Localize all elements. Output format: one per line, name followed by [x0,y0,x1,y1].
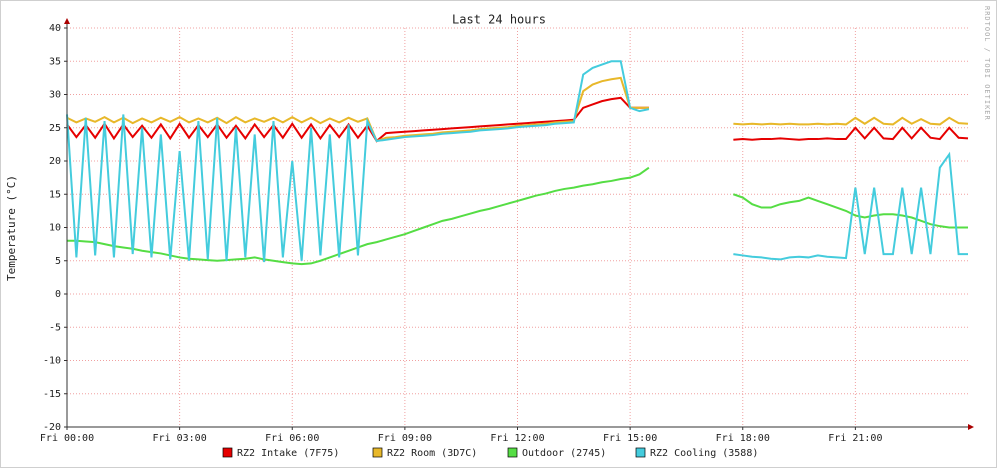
legend: RZ2 Intake (7F75) RZ2 Room (3D7C) Outdoor … [222,447,758,459]
legend-label: RZ2 Intake (7F75) [237,448,339,459]
series-line [66,60,968,263]
series-line [66,96,969,143]
y-tick-label: -10 [43,356,61,367]
x-tick-label: Fri 00:00 [40,433,94,444]
y-tick-label: 20 [49,156,61,167]
legend-swatch [372,447,383,458]
x-tick-label: Fri 21:00 [828,433,882,444]
plot-lines [66,60,969,266]
y-tick-label: 15 [49,189,61,200]
y-axis-arrow [64,18,70,24]
y-tick-label: 10 [49,223,61,234]
y-tick-label: 0 [55,289,61,300]
chart-title: Last 24 hours [452,13,546,27]
y-tick-label: 35 [49,56,61,67]
x-tick-label: Fri 03:00 [153,433,207,444]
x-axis-arrow [968,424,974,430]
y-tick-label: 25 [49,123,61,134]
y-tick-label: -15 [43,389,61,400]
watermark: RRDTOOL / TOBI OETIKER [983,6,991,121]
y-tick-label: 40 [49,23,61,34]
legend-label: Outdoor (2745) [522,448,606,459]
axes [64,18,974,430]
x-tick-label: Fri 09:00 [378,433,432,444]
y-axis-label: Temperature (°C) [5,175,18,281]
series-line [66,76,969,143]
legend-label: RZ2 Room (3D7C) [387,448,477,459]
y-tick-label: -20 [43,422,61,433]
legend-swatch [635,447,646,458]
x-tick-label: Fri 06:00 [265,433,319,444]
x-tick-label: Fri 15:00 [603,433,657,444]
y-tick-label: -5 [49,322,61,333]
y-tick-label: 30 [49,90,61,101]
x-tick-label: Fri 18:00 [716,433,770,444]
legend-swatch [507,447,518,458]
legend-swatch [222,447,233,458]
y-tick-label: 5 [55,256,61,267]
legend-label: RZ2 Cooling (3588) [650,448,758,459]
x-tick-label: Fri 12:00 [490,433,544,444]
